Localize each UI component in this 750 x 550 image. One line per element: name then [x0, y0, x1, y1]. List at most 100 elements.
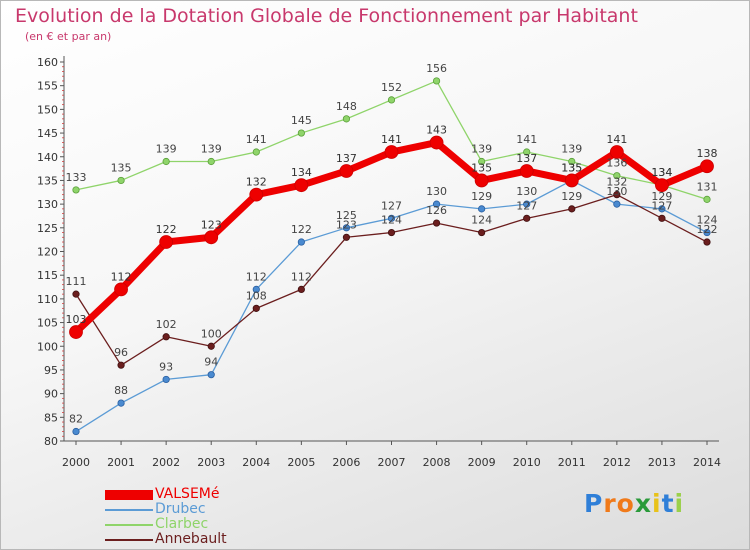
y-tick-label: 105	[37, 317, 58, 330]
data-point-VALSEMé	[249, 187, 264, 202]
data-label-Drubec: 129	[471, 190, 492, 203]
brand-letter: o	[616, 489, 635, 518]
data-point-VALSEMé	[159, 235, 174, 249]
data-point-Drubec	[658, 205, 666, 213]
data-point-Annebault	[703, 238, 711, 246]
x-tick-label: 2013	[648, 456, 676, 469]
data-label-Clarbec: 141	[246, 133, 267, 146]
y-tick-label: 155	[37, 80, 58, 93]
data-label-Drubec: 122	[291, 223, 312, 236]
y-tick-label: 120	[37, 246, 58, 259]
y-tick-label: 90	[44, 388, 58, 401]
data-label-Drubec: 130	[606, 185, 627, 198]
data-label-VALSEMé: 143	[426, 124, 447, 137]
legend-swatch	[105, 524, 153, 526]
y-tick-label: 135	[37, 174, 58, 187]
data-point-Annebault	[117, 361, 125, 369]
data-point-Clarbec	[387, 96, 396, 104]
data-point-VALSEMé	[204, 230, 219, 245]
data-point-Drubec	[387, 214, 396, 222]
data-label-Clarbec: 131	[697, 180, 718, 193]
data-label-Annebault: 96	[114, 346, 128, 359]
x-tick-label: 2009	[468, 456, 496, 469]
data-label-Annebault: 127	[516, 199, 537, 212]
data-label-Drubec: 127	[381, 199, 402, 212]
data-point-Annebault	[297, 285, 305, 293]
data-point-VALSEMé	[564, 173, 579, 188]
data-label-Clarbec: 136	[606, 157, 627, 170]
y-tick-label: 130	[37, 198, 58, 211]
data-point-Annebault	[252, 304, 260, 312]
data-label-Annebault: 111	[66, 275, 87, 288]
brand-letter: t	[661, 489, 675, 518]
data-point-VALSEMé	[114, 282, 128, 297]
x-tick-label: 2002	[152, 456, 180, 469]
data-point-Drubec	[252, 285, 260, 293]
data-point-Drubec	[297, 238, 305, 246]
chart-subtitle: (en € et par an)	[25, 30, 112, 43]
y-tick-label: 160	[37, 56, 58, 69]
data-point-VALSEMé	[429, 135, 444, 150]
data-point-VALSEMé	[69, 325, 83, 339]
data-label-Drubec: 82	[69, 413, 83, 426]
data-point-VALSEMé	[655, 178, 669, 193]
data-label-VALSEMé: 132	[246, 176, 267, 189]
data-point-Annebault	[523, 214, 531, 222]
y-tick-label: 115	[37, 269, 58, 282]
data-point-Clarbec	[342, 115, 351, 123]
y-tick-label: 145	[37, 127, 58, 140]
y-tick-label: 125	[37, 222, 58, 235]
legend-swatch	[105, 509, 153, 511]
y-tick-label: 85	[44, 411, 58, 424]
data-label-Annebault: 112	[291, 270, 312, 283]
data-label-Annebault: 102	[156, 318, 177, 331]
data-point-Drubec	[523, 200, 531, 208]
data-label-Drubec: 94	[204, 356, 218, 369]
brand-letter: P	[584, 489, 604, 518]
data-label-Clarbec: 145	[291, 114, 312, 127]
legend-swatch	[105, 490, 153, 500]
data-label-Clarbec: 135	[111, 161, 132, 174]
data-label-Clarbec: 139	[156, 142, 177, 155]
data-label-VALSEMé: 103	[66, 313, 87, 326]
data-point-Annebault	[72, 290, 80, 298]
legend-label: Drubec	[155, 501, 206, 517]
x-tick-label: 2007	[378, 456, 406, 469]
data-point-Annebault	[478, 228, 486, 237]
legend-label: Annebault	[155, 531, 227, 547]
x-tick-label: 2004	[242, 456, 270, 469]
data-label-VALSEMé: 135	[561, 161, 582, 174]
x-tick-label: 2001	[107, 456, 135, 469]
data-label-Drubec: 124	[697, 214, 718, 227]
x-tick-label: 2005	[287, 456, 315, 469]
x-tick-label: 2000	[62, 456, 90, 469]
data-point-Annebault	[387, 228, 396, 237]
data-point-Clarbec	[523, 148, 531, 156]
data-point-Clarbec	[72, 186, 80, 194]
y-tick-label: 100	[37, 340, 58, 353]
data-label-VALSEMé: 141	[381, 133, 402, 146]
data-label-Drubec: 135	[561, 161, 582, 174]
data-label-Annebault: 127	[651, 199, 672, 212]
data-label-VALSEMé: 137	[516, 152, 537, 165]
data-point-Clarbec	[703, 195, 711, 203]
data-label-Drubec: 93	[159, 360, 173, 373]
data-point-VALSEMé	[700, 159, 714, 174]
brand-letter: i	[652, 489, 662, 518]
data-label-Drubec: 125	[336, 209, 357, 222]
data-label-Drubec: 88	[114, 384, 128, 397]
data-point-Drubec	[72, 427, 80, 436]
data-label-Drubec: 112	[246, 270, 267, 283]
data-label-Clarbec: 141	[516, 133, 537, 146]
data-point-VALSEMé	[339, 164, 354, 178]
data-point-Annebault	[162, 333, 170, 341]
data-point-Annebault	[658, 214, 666, 222]
x-tick-label: 2006	[332, 456, 360, 469]
data-label-Annebault: 123	[336, 218, 357, 231]
data-label-Drubec: 130	[426, 185, 447, 198]
data-label-Clarbec: 134	[651, 166, 672, 179]
data-point-Drubec	[703, 228, 711, 237]
data-label-Clarbec: 139	[201, 142, 222, 155]
data-point-Drubec	[432, 200, 441, 208]
